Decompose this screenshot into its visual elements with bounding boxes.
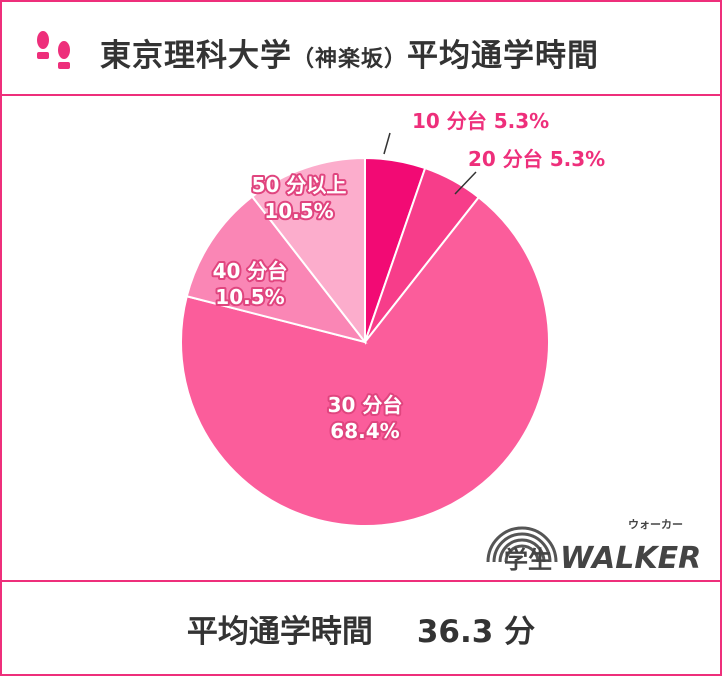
- pie-leader-line: [383, 132, 391, 155]
- pie-slice: [180, 195, 550, 527]
- gakusei-walker-logo: 学生 WALKER ウォーカー: [486, 518, 701, 574]
- footer-divider: [2, 580, 720, 582]
- header: 東京理科大学（神楽坂）平均通学時間: [2, 2, 720, 94]
- pie-percent-label: 10.5%: [215, 285, 284, 309]
- pie-percent-label: 68.4%: [330, 419, 399, 443]
- footer-label: 平均通学時間: [186, 613, 373, 650]
- logo-main-text: 学生: [504, 546, 552, 574]
- footer-value: 36.3 分: [416, 613, 536, 650]
- title-metric: 平均通学時間: [407, 38, 600, 74]
- pie-label: 30 分台: [328, 393, 403, 417]
- title-campus: 神楽坂: [315, 47, 385, 72]
- pie-label: 40 分台: [213, 259, 288, 283]
- pie-slice: [185, 195, 368, 344]
- pie-label: 10 分台 5.3%: [412, 109, 549, 133]
- pie-label: 20 分台 5.3%: [468, 147, 605, 171]
- pie-leader-line: [454, 171, 477, 195]
- pie-slice: [250, 156, 366, 345]
- logo-ruby-text: ウォーカー: [628, 518, 683, 531]
- pie-percent-label: 10.5%: [264, 199, 333, 223]
- logo-brand-text: WALKER: [560, 541, 701, 574]
- logo-arcs: [486, 526, 558, 563]
- title-open-paren: （: [292, 47, 316, 72]
- title-close-paren: ）: [384, 47, 408, 72]
- pie-label: 50 分以上: [252, 173, 347, 197]
- footprints-icon: [37, 31, 70, 69]
- title-university: 東京理科大学: [100, 38, 292, 74]
- page-title: 東京理科大学（神楽坂）平均通学時間: [100, 30, 599, 75]
- footer-summary: 平均通学時間 36.3 分: [2, 582, 720, 674]
- header-divider: [2, 94, 720, 96]
